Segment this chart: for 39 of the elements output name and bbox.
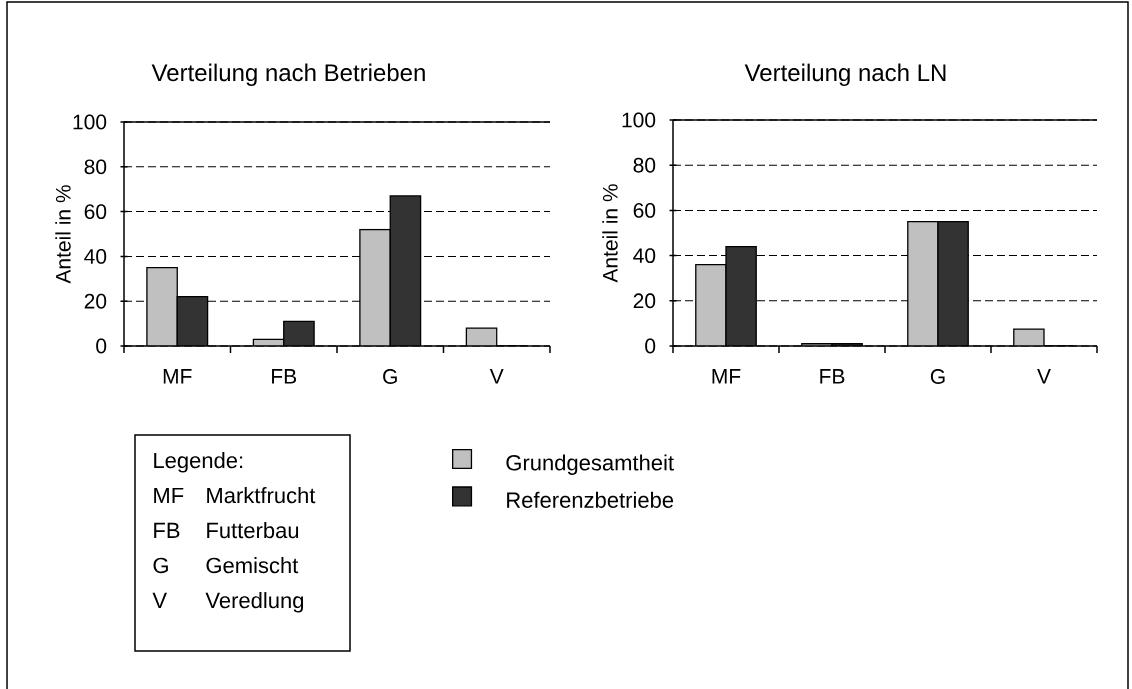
bar xyxy=(146,267,178,346)
x-tick-label: MF xyxy=(163,369,192,384)
text: Futterbau xyxy=(207,522,299,539)
x-tick-label: MF xyxy=(712,369,741,384)
bar xyxy=(177,296,208,346)
chart-title: Verteilung nach LN xyxy=(744,63,946,86)
text: Marktfrucht xyxy=(207,487,316,504)
chart-title: Verteilung nach Betrieben xyxy=(151,63,425,86)
y-axis-title: Anteil in % xyxy=(602,184,618,283)
x-tick-label: FB xyxy=(820,369,845,384)
x-tick-label: G xyxy=(383,369,397,384)
x-tick-label: FB xyxy=(272,369,297,384)
y-tick-label: 80 xyxy=(633,157,656,173)
text: FB xyxy=(154,522,180,538)
y-tick-label: 20 xyxy=(633,293,656,309)
text: Veredlung xyxy=(205,592,304,613)
y-tick-label: 100 xyxy=(622,112,656,128)
legend-label: Grundgesamtheit xyxy=(506,454,674,475)
legend-label: Referenzbetriebe xyxy=(507,491,674,508)
y-tick-label: 20 xyxy=(84,293,107,309)
text: G xyxy=(153,557,168,574)
bar xyxy=(390,195,421,346)
y-tick-label: 80 xyxy=(84,159,107,175)
y-tick-label: 0 xyxy=(96,338,107,354)
x-tick-label: G xyxy=(930,369,945,384)
y-tick-label: 100 xyxy=(73,114,107,130)
y-tick-label: 60 xyxy=(84,204,107,220)
y-tick-label: 60 xyxy=(633,202,656,218)
text: Gemischt xyxy=(206,557,299,574)
y-tick-label: 0 xyxy=(645,338,656,354)
y-tick-label: 40 xyxy=(633,248,656,264)
y-axis-title: Anteil in % xyxy=(55,185,71,284)
text: MF xyxy=(154,487,184,503)
text: V xyxy=(152,592,167,608)
x-tick-label: V xyxy=(1037,369,1051,384)
y-tick-label: 40 xyxy=(84,248,107,264)
bar xyxy=(359,229,391,346)
x-tick-label: V xyxy=(489,369,504,384)
text: Legende: xyxy=(154,452,243,473)
